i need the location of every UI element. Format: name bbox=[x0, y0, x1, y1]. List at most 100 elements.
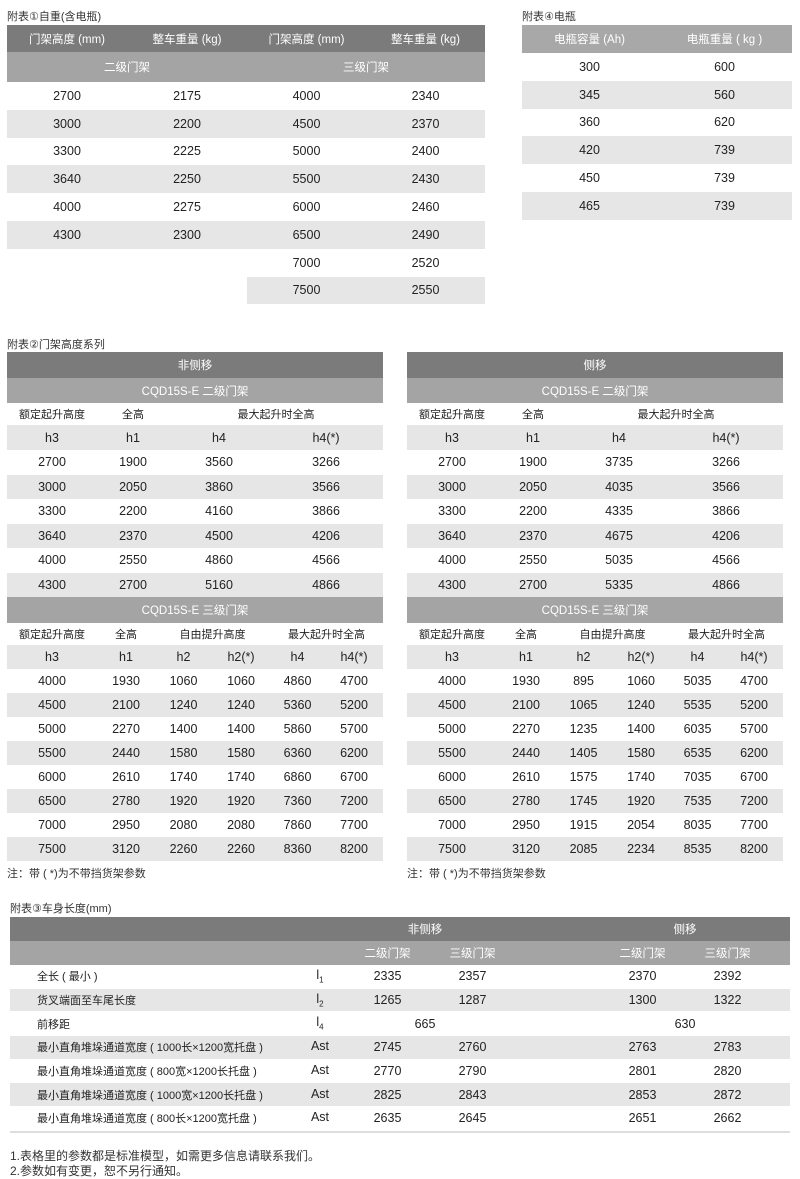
table-cell: 4675 bbox=[605, 528, 633, 543]
table-cell: 4700 bbox=[340, 674, 368, 688]
mast-table-sideshift: 侧移 CQD15S-E 二级门架 额定起升高度 全高 最大起升时全高 h3 h1 h4 h4(*… bbox=[407, 352, 783, 881]
table-cell: 7200 bbox=[740, 794, 768, 808]
table-row: 450 739 bbox=[522, 164, 792, 192]
table-row: 货叉端面至车尾长度 l2 1265 1287 1300 1322 bbox=[10, 988, 790, 1013]
table-cell: 3000 bbox=[38, 479, 66, 494]
row-label: 货叉端面至车尾长度 bbox=[37, 995, 136, 1008]
symbol-subscript: 1 bbox=[319, 975, 324, 985]
battery-table: 电瓶容量 (Ah) 电瓶重量 ( kg ) 300 600 345 560 360 620 42… bbox=[522, 25, 792, 220]
symbol-text: Ast bbox=[310, 1039, 330, 1054]
table-row: 7500 3120 2260 2260 8360 8200 bbox=[7, 837, 383, 861]
table-bottom-border bbox=[10, 1130, 790, 1133]
table-row: 6500 2780 1920 1920 7360 7200 bbox=[7, 789, 383, 813]
group-header: 非侧移 bbox=[407, 924, 443, 936]
table-cell: 4000 bbox=[292, 88, 321, 103]
column-symbol: h1 bbox=[126, 430, 140, 445]
table-cell: 4566 bbox=[712, 553, 740, 568]
table-cell: 2080 bbox=[169, 818, 198, 832]
table-cell: 4866 bbox=[312, 577, 340, 592]
table-cell: 2700 bbox=[438, 455, 466, 470]
column-symbol: h1 bbox=[526, 430, 540, 445]
table-cell: 1060 bbox=[227, 674, 255, 688]
table-cell: 5500 bbox=[438, 746, 466, 760]
table-cell: 1287 bbox=[458, 993, 487, 1008]
table-cell: 1240 bbox=[169, 698, 198, 712]
table-cell: 3735 bbox=[605, 455, 633, 470]
panel-title: 非侧移 bbox=[177, 360, 213, 372]
table-cell: 1400 bbox=[627, 722, 655, 736]
table-cell: 5000 bbox=[438, 722, 466, 736]
table-cell: 1575 bbox=[569, 770, 598, 784]
table-cell: 2550 bbox=[119, 553, 147, 568]
table-cell: 6535 bbox=[683, 746, 712, 760]
table-row: 3000 2050 4035 3566 bbox=[407, 474, 783, 499]
table-cell: 2085 bbox=[569, 842, 598, 856]
table-cell: 2950 bbox=[512, 818, 540, 832]
table-cell: 2520 bbox=[411, 255, 440, 270]
table-row: 6000 2610 1740 1740 6860 6700 bbox=[7, 765, 383, 789]
table-cell: 1240 bbox=[627, 698, 655, 712]
table-cell: 5360 bbox=[283, 698, 312, 712]
header-row: 门架高度 (mm) 整车重量 (kg) 门架高度 (mm) 整车重量 (kg) bbox=[7, 25, 485, 52]
column-symbol: h4 bbox=[290, 650, 305, 664]
table-cell: 1060 bbox=[169, 674, 198, 688]
column-symbol: h3 bbox=[445, 430, 459, 445]
column-label: 额定起升高度 bbox=[419, 629, 485, 641]
table-cell: 2275 bbox=[173, 200, 201, 215]
column-label: 自由提升高度 bbox=[579, 629, 646, 641]
table-cell: 2050 bbox=[119, 479, 147, 494]
table-row: 4000 2550 4860 4566 bbox=[7, 548, 383, 573]
table-cell: 2260 bbox=[227, 842, 255, 856]
body-length-table: 非侧移 侧移 二级门架 三级门架 二级门架 三级门架 全长 ( 最小 ) l1 2335 2357… bbox=[10, 917, 790, 1133]
table-cell: 8360 bbox=[283, 842, 312, 856]
table-row: 4000 1930 1060 1060 4860 4700 bbox=[7, 669, 383, 693]
panel-title-row: 非侧移 bbox=[7, 352, 383, 378]
table-row: 2700 1900 3735 3266 bbox=[407, 450, 783, 475]
table-cell: 5700 bbox=[340, 722, 368, 736]
column-symbol: h4(*) bbox=[740, 650, 768, 664]
table-cell: 450 bbox=[579, 171, 600, 186]
column-header: 三级门架 bbox=[704, 948, 751, 960]
table-cell: 630 bbox=[674, 1016, 696, 1031]
table-cell: 2100 bbox=[512, 698, 540, 712]
table-row: 420 739 bbox=[522, 136, 792, 165]
table-cell: 1580 bbox=[169, 746, 198, 760]
table-cell: 5160 bbox=[205, 577, 233, 592]
table-cell: 6500 bbox=[292, 227, 321, 242]
table-cell: 3640 bbox=[38, 528, 66, 543]
section-title-row: CQD15S-E 二级门架 bbox=[7, 378, 383, 403]
column-header: 门架高度 (mm) bbox=[268, 33, 345, 46]
table-cell: 4500 bbox=[205, 528, 233, 543]
table-cell: 2550 bbox=[411, 283, 440, 298]
table-cell: 739 bbox=[714, 198, 735, 213]
table-cell: 7500 bbox=[38, 842, 66, 856]
table-row: 360 620 bbox=[522, 109, 792, 137]
column-symbol: h4(*) bbox=[340, 650, 368, 664]
table-cell: 5200 bbox=[340, 698, 368, 712]
table-cell: 7700 bbox=[740, 818, 768, 832]
row-symbol: l1 bbox=[300, 968, 340, 985]
label-row: 额定起升高度 全高 自由提升高度 最大起升时全高 bbox=[7, 623, 383, 645]
table-cell: 1300 bbox=[628, 993, 657, 1008]
table-cell: 1405 bbox=[569, 746, 598, 760]
footnote-1: 1.表格里的参数都是标准模型，如需更多信息请联系我们。 bbox=[10, 1149, 321, 1163]
table-row: 3300 2200 4160 3866 bbox=[7, 499, 383, 524]
table-cell: 345 bbox=[579, 87, 600, 102]
column-symbol: h1 bbox=[119, 650, 133, 664]
column-header: 二级门架 bbox=[364, 948, 411, 960]
table-row: 3640 2370 4675 4206 bbox=[407, 523, 783, 548]
table-cell: 2780 bbox=[112, 794, 140, 808]
table-cell: 7535 bbox=[683, 794, 712, 808]
column-label: 全高 bbox=[522, 409, 544, 421]
table-row: 345 560 bbox=[522, 80, 792, 109]
table-cell: 2270 bbox=[512, 722, 540, 736]
table-cell: 1920 bbox=[227, 794, 255, 808]
table-row: 7000 2520 bbox=[247, 249, 485, 277]
mast-table-non-sideshift: 非侧移 CQD15S-E 二级门架 额定起升高度 全高 最大起升时全高 h3 h1 h4 h4(… bbox=[7, 352, 383, 881]
table-cell: 4500 bbox=[292, 116, 321, 131]
table-cell: 6700 bbox=[340, 770, 368, 784]
row-symbol: Ast bbox=[300, 1039, 340, 1056]
column-symbol: h4 bbox=[212, 430, 226, 445]
table-row: 最小直角堆垛通道宽度 ( 1000长×1200宽托盘 ) Ast 2745 2760 2… bbox=[10, 1036, 790, 1060]
column-label: 全高 bbox=[515, 629, 537, 641]
